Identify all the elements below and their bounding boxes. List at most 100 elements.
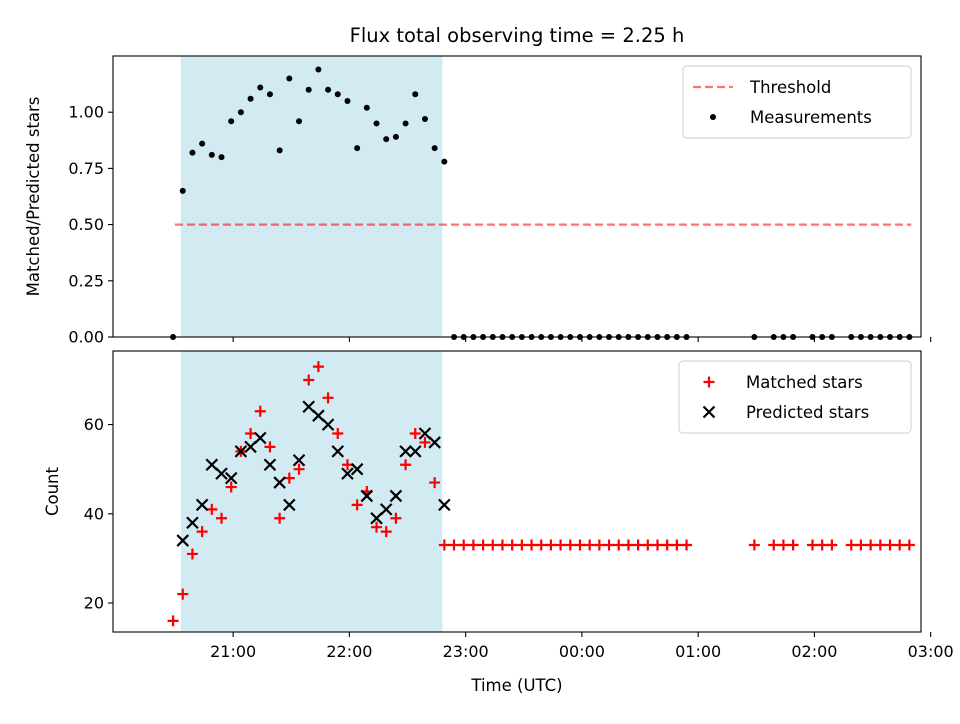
x-tick-label: 23:00: [443, 642, 489, 661]
data-point: [312, 361, 324, 373]
data-point: [613, 539, 625, 551]
data-point: [487, 539, 499, 551]
y-axis-label: Matched/Predicted stars: [24, 97, 43, 297]
data-point: [506, 539, 518, 551]
legend-marker: [703, 376, 715, 388]
data-point: [593, 539, 605, 551]
x-tick-label: 00:00: [559, 642, 605, 661]
top-panel: 0.00 0.25 0.50 0.75 1.00 Matched/Predicted st…: [24, 55, 932, 347]
data-point: [603, 539, 615, 551]
data-point: [334, 91, 341, 98]
data-point: [331, 445, 345, 458]
x-axis-label: Time (UTC): [470, 676, 562, 695]
x-tick-label: 21:00: [210, 642, 256, 661]
data-point: [228, 118, 235, 125]
data-point: [412, 91, 419, 98]
data-point: [379, 503, 393, 516]
data-point: [371, 521, 383, 533]
data-point: [441, 158, 448, 165]
data-point: [292, 454, 306, 467]
data-point: [196, 526, 208, 538]
data-point: [816, 539, 828, 551]
data-point: [768, 539, 780, 551]
legend: Threshold Measurements: [682, 65, 912, 139]
data-point: [186, 516, 199, 529]
bottom-panel: 20 40 60 21:00 22:00 23:00 00:00 01:00 02:00 03:0…: [43, 350, 954, 661]
data-point: [312, 409, 325, 422]
data-point: [322, 392, 334, 404]
data-point: [208, 151, 215, 158]
x-tick-label: 22:00: [326, 642, 372, 661]
data-point: [283, 498, 296, 512]
data-point: [373, 120, 380, 127]
data-point: [421, 115, 428, 122]
data-point: [179, 187, 186, 194]
data-point: [431, 145, 438, 152]
data-point: [661, 539, 673, 551]
data-point: [264, 441, 276, 453]
data-point: [448, 539, 460, 551]
data-point: [671, 539, 683, 551]
data-point: [535, 539, 547, 551]
data-point: [409, 428, 421, 440]
data-point: [332, 428, 344, 440]
data-point: [389, 489, 403, 503]
data-point: [408, 445, 422, 458]
data-point: [865, 539, 877, 551]
data-point: [293, 463, 305, 475]
data-point: [206, 503, 218, 515]
data-point: [526, 539, 538, 551]
data-point: [315, 66, 322, 73]
data-point: [354, 145, 361, 152]
y-axis-label: Count: [43, 466, 62, 516]
x-tick-label: 01:00: [675, 642, 721, 661]
data-point: [806, 539, 818, 551]
data-point: [622, 539, 634, 551]
y-tick-label: 20: [84, 594, 104, 613]
data-point: [874, 539, 886, 551]
data-point: [305, 86, 312, 93]
data-point: [266, 91, 273, 98]
data-point: [283, 472, 295, 484]
data-point: [402, 120, 409, 127]
data-point: [224, 471, 238, 485]
data-point: [244, 440, 257, 454]
data-point: [400, 459, 412, 471]
data-point: [177, 588, 189, 600]
data-point: [748, 539, 760, 551]
data-point: [855, 539, 867, 551]
data-point: [186, 548, 198, 560]
y-tick-label: 0.75: [68, 159, 104, 178]
legend: Matched stars Predicted stars: [678, 360, 912, 434]
data-point: [360, 489, 374, 503]
data-point: [321, 418, 335, 431]
data-point: [341, 459, 353, 471]
data-point: [894, 539, 906, 551]
data-point: [216, 512, 228, 524]
data-point: [777, 539, 789, 551]
x-tick-label: 03:00: [908, 642, 954, 661]
data-point: [681, 539, 693, 551]
data-point: [428, 436, 441, 449]
y-tick-label: 0.00: [68, 328, 104, 347]
data-point: [380, 526, 392, 538]
data-point: [276, 147, 283, 154]
observing-window: [180, 351, 443, 632]
legend-box: [678, 360, 912, 434]
data-point: [787, 539, 799, 551]
data-point: [438, 539, 450, 551]
data-point: [399, 445, 412, 458]
data-point: [351, 499, 363, 511]
data-point: [274, 512, 286, 524]
data-point: [286, 75, 293, 82]
data-point: [303, 374, 315, 386]
data-point: [392, 133, 399, 140]
y-tick-label: 60: [84, 415, 104, 434]
legend-box: [682, 65, 912, 139]
chart-title: Flux total observing time = 2.25 h: [350, 24, 685, 47]
data-point: [884, 539, 896, 551]
data-point: [263, 458, 277, 472]
data-point: [458, 539, 470, 551]
data-point: [218, 154, 225, 161]
